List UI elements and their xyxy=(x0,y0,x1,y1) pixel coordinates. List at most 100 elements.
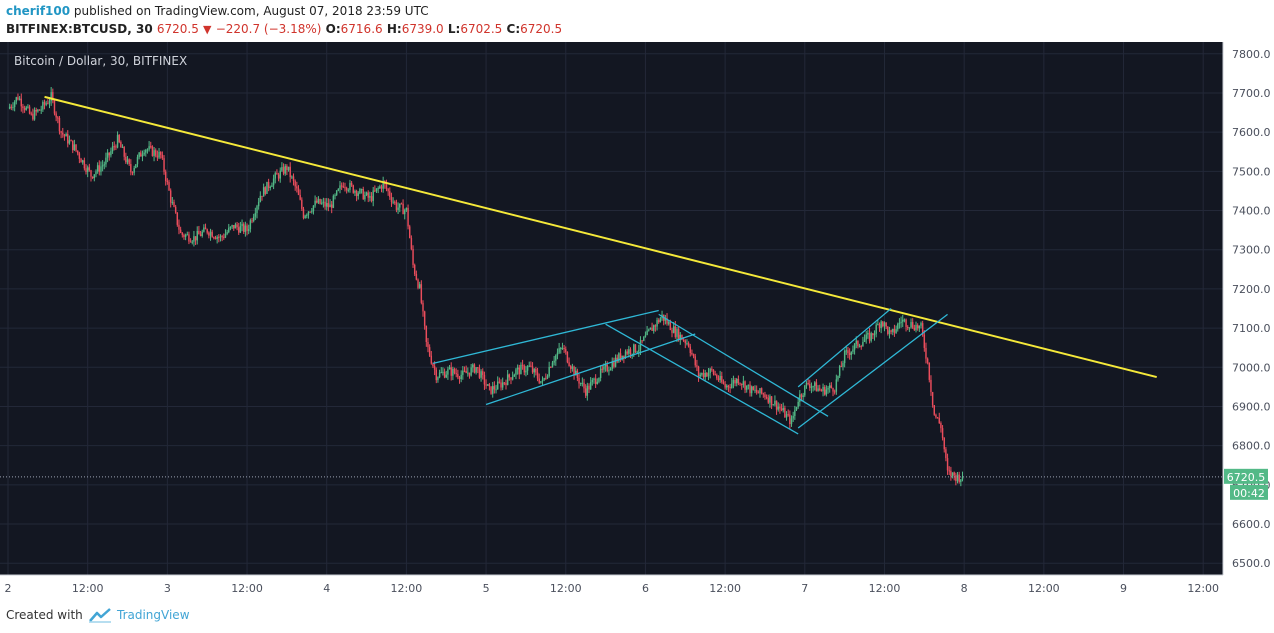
candle-body xyxy=(422,302,424,312)
candle-body xyxy=(926,358,929,363)
candle-body xyxy=(865,334,867,340)
candle-body xyxy=(624,351,627,358)
candle-body xyxy=(916,325,919,329)
candle-body xyxy=(42,102,44,110)
candle-body xyxy=(787,414,789,416)
candle-body xyxy=(238,227,240,233)
candle-body xyxy=(596,381,599,384)
candle-body xyxy=(653,325,655,331)
candle-body xyxy=(611,362,613,369)
candle-body xyxy=(696,365,698,367)
candle-body xyxy=(908,327,911,329)
candle-body xyxy=(410,238,413,249)
candle-body xyxy=(450,367,452,376)
candle-body xyxy=(589,382,592,390)
candle-body xyxy=(148,146,150,150)
price-chart[interactable]: 6500.06600.06700.06800.06900.07000.07100… xyxy=(0,42,1274,599)
trendlines[interactable] xyxy=(44,95,1157,435)
author-link[interactable]: cherif100 xyxy=(6,4,71,18)
candle-body xyxy=(835,379,838,392)
time-tick-label: 4 xyxy=(323,582,330,595)
candle-body xyxy=(852,349,854,352)
candle-body xyxy=(483,374,486,385)
candle-body xyxy=(352,185,354,193)
price-tick-label: 6900.0 xyxy=(1232,400,1271,413)
trendline-channel-1-upper[interactable] xyxy=(432,309,659,365)
candle-body xyxy=(774,400,776,405)
candle-body xyxy=(251,220,253,222)
candle-body xyxy=(73,144,76,151)
plot-area[interactable] xyxy=(0,42,1223,575)
candle-body xyxy=(158,151,160,158)
candle-body xyxy=(337,188,340,191)
time-axis[interactable] xyxy=(0,575,1223,599)
candle-body xyxy=(452,368,454,376)
candle-body xyxy=(616,357,618,362)
trendline-channel-1-lower[interactable] xyxy=(485,333,696,406)
candle-body xyxy=(380,186,383,189)
candle-body xyxy=(742,381,745,385)
candle-body xyxy=(614,357,617,367)
candle-body xyxy=(943,437,945,450)
candle-body xyxy=(643,337,645,341)
candle-body xyxy=(153,150,155,156)
candle-body xyxy=(868,332,871,341)
candle-body xyxy=(345,187,348,191)
trendline-channel-3-upper[interactable] xyxy=(797,308,892,388)
candle-body xyxy=(379,186,381,189)
candle-body xyxy=(902,319,904,322)
candle-body xyxy=(555,355,557,361)
candle-body xyxy=(77,150,79,154)
candle-body xyxy=(27,106,29,108)
candle-body xyxy=(252,216,255,222)
candle-body xyxy=(541,379,544,382)
candle-body xyxy=(412,248,414,265)
publish-text: published on TradingView.com, August 07,… xyxy=(70,4,429,18)
candle-body xyxy=(473,364,476,373)
candle-body xyxy=(60,131,62,133)
candle-body xyxy=(91,176,94,179)
trendline-channel-3-lower[interactable] xyxy=(797,313,948,429)
candle-body xyxy=(727,385,730,388)
time-tick-label: 12:00 xyxy=(391,582,423,595)
candle-body xyxy=(802,395,804,398)
tradingview-brand-link[interactable]: TradingView xyxy=(117,608,190,622)
candle-body xyxy=(428,347,431,356)
candle-body xyxy=(842,363,844,367)
tradingview-logo-icon[interactable] xyxy=(88,607,112,623)
candle-body xyxy=(729,387,731,389)
candle-body xyxy=(223,236,225,238)
candle-body xyxy=(184,234,187,237)
candle-body xyxy=(520,364,522,375)
candle-body xyxy=(867,332,869,335)
candle-body xyxy=(289,166,291,178)
candle-body xyxy=(691,352,693,355)
candle-body xyxy=(707,372,710,377)
trendline-channel-2-upper[interactable] xyxy=(658,313,829,417)
candle-body xyxy=(399,203,401,208)
candle-body xyxy=(221,236,223,238)
publish-info: cherif100 published on TradingView.com, … xyxy=(6,4,429,18)
candle-body xyxy=(706,372,708,377)
candle-body xyxy=(261,195,263,197)
candle-body xyxy=(618,353,620,362)
trendline-channel-2-lower[interactable] xyxy=(605,323,799,435)
symbol-label: BITFINEX:BTCUSD, 30 xyxy=(6,22,153,36)
candle-body xyxy=(282,167,285,174)
time-tick-label: 12:00 xyxy=(1028,582,1060,595)
candle-body xyxy=(18,98,21,100)
candle-body xyxy=(164,171,167,182)
candle-body xyxy=(840,366,843,368)
candle-body xyxy=(286,165,288,170)
candle-body xyxy=(85,168,87,173)
time-tick-label: 12:00 xyxy=(1187,582,1219,595)
candle-body xyxy=(179,229,182,233)
candle-body xyxy=(516,367,519,370)
candle-body xyxy=(731,383,733,388)
trendline-downtrend[interactable] xyxy=(44,95,1157,379)
candle-body xyxy=(420,284,423,303)
candle-body xyxy=(460,374,462,380)
candle-body xyxy=(780,408,783,411)
candle-body xyxy=(413,264,416,274)
candle-body xyxy=(860,346,862,348)
